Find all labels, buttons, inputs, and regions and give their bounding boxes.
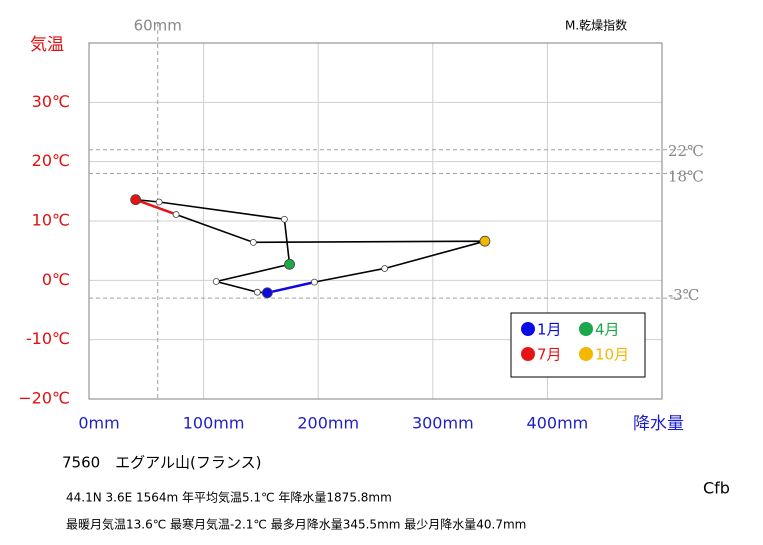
month-point	[172, 211, 180, 218]
month-point	[249, 238, 257, 246]
plot-frame	[88, 42, 663, 400]
index-label: M.乾燥指数	[565, 18, 627, 33]
x-tick-label: 0mm	[78, 414, 119, 433]
legend-label: 1月	[537, 321, 562, 339]
legend-marker	[579, 322, 593, 336]
legend-label: 4月	[595, 321, 620, 339]
y-tick-label: 0℃	[42, 270, 70, 289]
month-point	[212, 278, 220, 285]
month-point	[479, 235, 491, 247]
y-tick-label: −20℃	[18, 389, 70, 408]
month-point	[311, 278, 318, 286]
reference-label: -3℃	[668, 286, 699, 304]
x-tick-label: 300mm	[412, 414, 474, 433]
month-point	[261, 287, 273, 299]
station-name: 7560 エグアル山(フランス)	[62, 454, 261, 472]
station-line1: 44.1N 3.6E 1564m 年平均気温5.1℃ 年降水量1875.8mm	[66, 490, 392, 505]
x-tick-label: 400mm	[527, 414, 589, 433]
reference-label: 22℃	[668, 142, 704, 160]
highlight-segment	[267, 280, 315, 295]
y-tick-label: 10℃	[32, 211, 70, 230]
x-tick-label: 200mm	[297, 414, 359, 433]
y-tick-label: 30℃	[32, 92, 70, 111]
x-axis-title: 降水量	[633, 414, 684, 434]
month-point	[253, 288, 261, 296]
legend-marker	[579, 347, 593, 361]
climate-code: Cfb	[703, 479, 730, 498]
legend-label: 7月	[537, 346, 562, 364]
y-axis-title: 気温	[30, 35, 64, 55]
month-point	[280, 215, 288, 223]
highlight-segment	[135, 198, 177, 216]
y-tick-label: 20℃	[32, 151, 70, 170]
y-tick-label: -10℃	[26, 329, 70, 348]
legend-marker	[521, 322, 535, 336]
legend-label: 10月	[595, 346, 629, 364]
month-point	[381, 265, 389, 272]
station-line2: 最暖月気温13.6℃ 最寒月気温-2.1℃ 最多月降水量345.5mm 最少月降…	[66, 517, 526, 532]
legend-box	[510, 312, 646, 378]
reference-label: 18℃	[668, 168, 704, 186]
reference-label: 60mm	[134, 17, 182, 35]
month-point	[284, 258, 295, 270]
x-tick-label: 100mm	[183, 414, 245, 433]
legend-marker	[521, 347, 535, 361]
month-point	[155, 198, 163, 206]
month-point	[130, 194, 142, 206]
